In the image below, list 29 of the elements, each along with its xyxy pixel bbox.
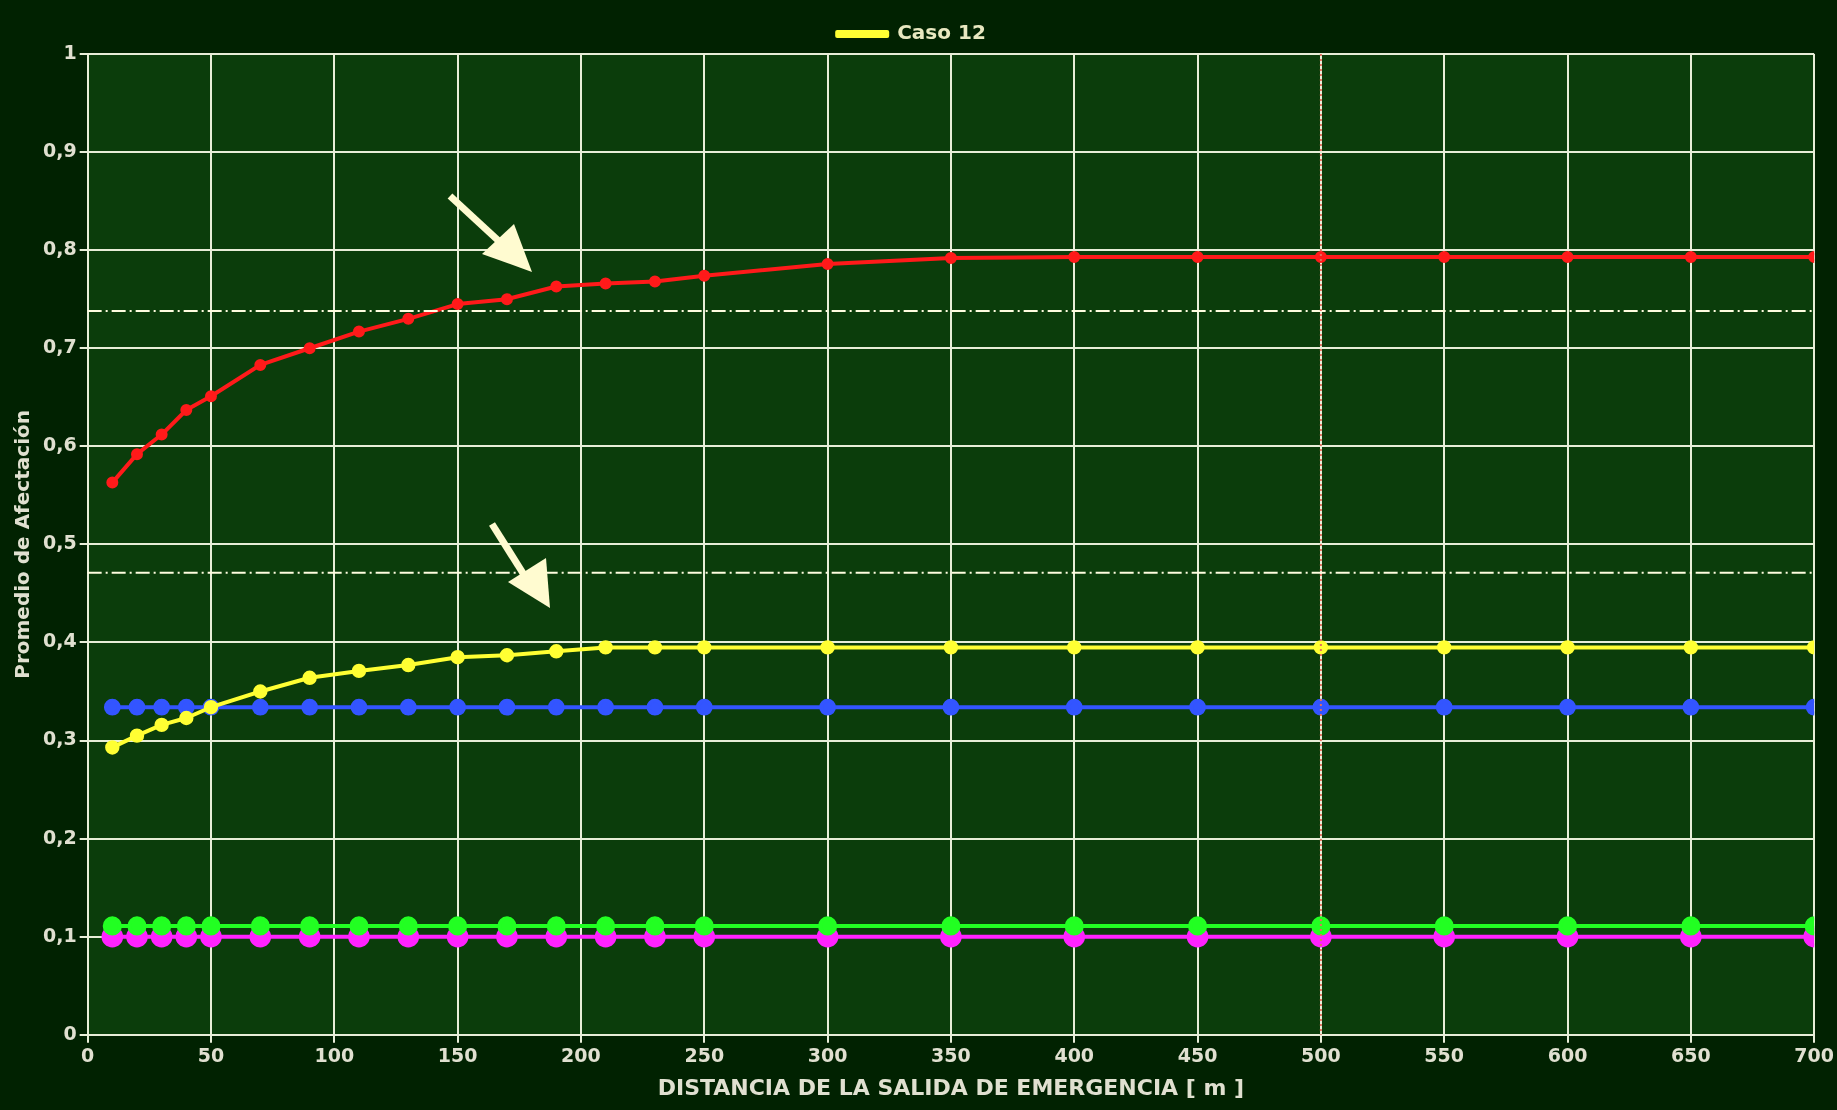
x-axis-title: DISTANCIA DE LA SALIDA DE EMERGENCIA [ m ]	[657, 1074, 1245, 1100]
x-tick-label: 50	[197, 1044, 225, 1067]
x-tick-label: 200	[561, 1044, 601, 1067]
x-tick-label: 150	[437, 1044, 478, 1067]
y-tick-label: 0,8	[42, 237, 77, 260]
y-axis-title: Promedio de Afectación	[10, 410, 35, 679]
x-tick-label: 450	[1177, 1044, 1218, 1067]
x-tick-label: 250	[684, 1044, 725, 1067]
x-tick-label: 100	[314, 1044, 355, 1067]
legend-label: Caso 12	[897, 20, 986, 45]
y-tick-label: 0,3	[42, 727, 77, 750]
x-tick-label: 600	[1547, 1044, 1588, 1067]
x-tick-label: 550	[1424, 1044, 1465, 1067]
y-tick-label: 0	[63, 1021, 77, 1044]
y-tick-label: 0,2	[42, 825, 77, 848]
x-tick-label: 650	[1671, 1044, 1711, 1067]
y-tick-label: 0,7	[42, 335, 77, 358]
x-tick-label: 400	[1054, 1044, 1095, 1067]
x-tick-label: 350	[931, 1044, 971, 1067]
y-tick-label: 1	[63, 40, 77, 63]
y-tick-label: 0,5	[42, 531, 77, 554]
x-tick-label: 700	[1794, 1044, 1835, 1067]
x-tick-label: 300	[807, 1044, 848, 1067]
y-tick-label: 0,9	[42, 139, 77, 162]
x-tick-label: 500	[1301, 1044, 1341, 1067]
y-tick-label: 0,1	[42, 923, 77, 946]
x-tick-label: 0	[81, 1044, 95, 1067]
y-tick-label: 0,4	[42, 629, 77, 652]
y-tick-label: 0,6	[42, 433, 77, 456]
